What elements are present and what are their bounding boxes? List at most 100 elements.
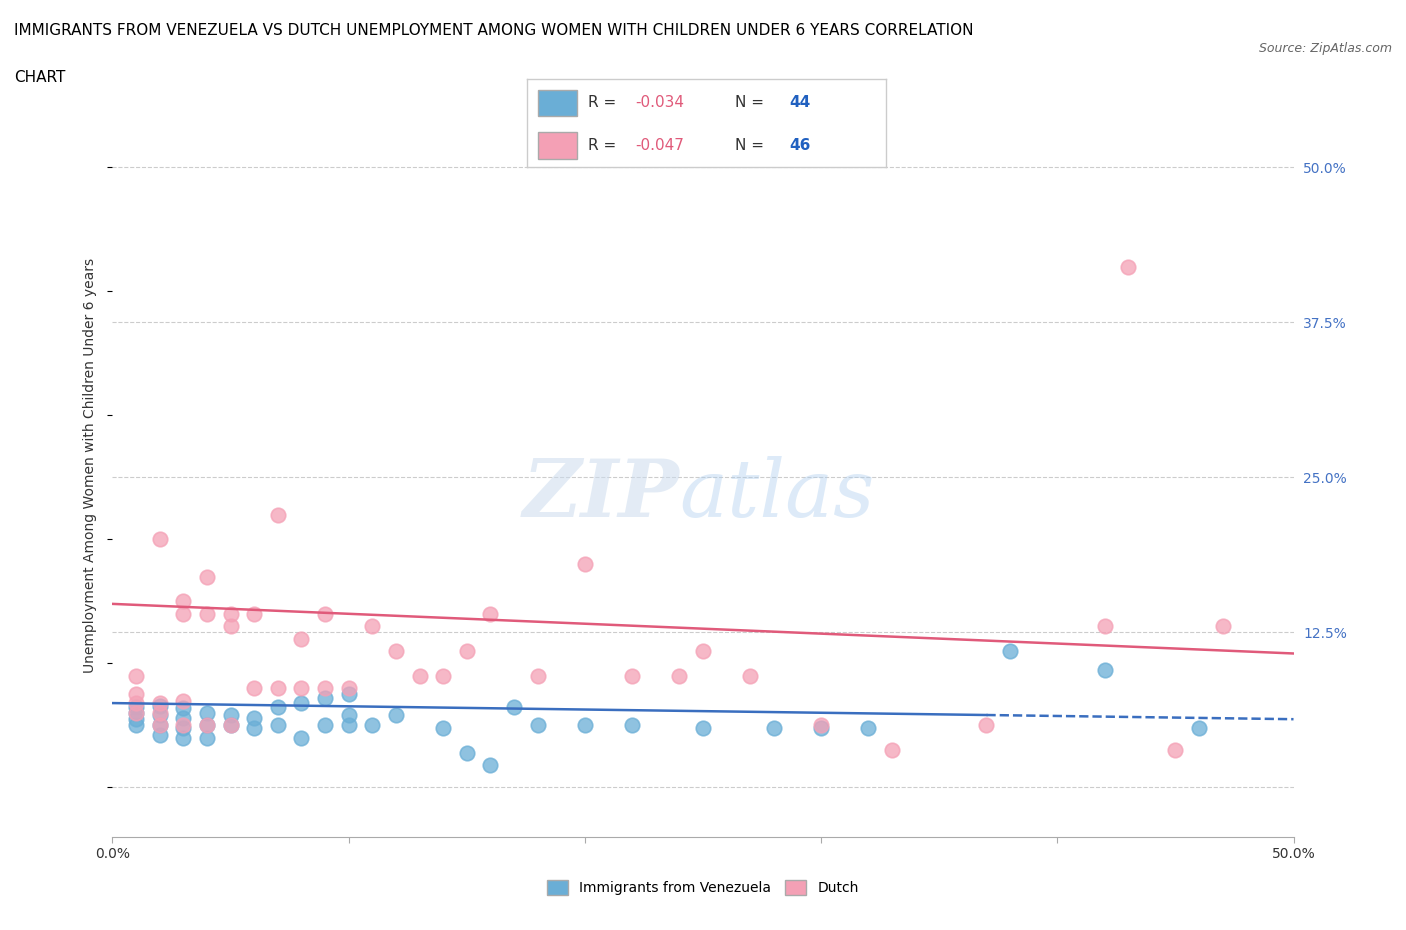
- Point: [1094, 618, 1116, 633]
- Point: [149, 718, 172, 733]
- Point: [219, 606, 242, 621]
- Point: [880, 743, 903, 758]
- Point: [479, 606, 502, 621]
- Point: [432, 669, 454, 684]
- Point: [503, 699, 526, 714]
- Text: R =: R =: [588, 96, 621, 111]
- Text: CHART: CHART: [14, 70, 66, 85]
- Point: [290, 681, 312, 696]
- Point: [290, 696, 312, 711]
- Point: [526, 669, 548, 684]
- Text: N =: N =: [735, 138, 769, 153]
- Point: [195, 606, 218, 621]
- Point: [172, 606, 194, 621]
- FancyBboxPatch shape: [538, 89, 578, 116]
- Point: [219, 708, 242, 723]
- Point: [432, 721, 454, 736]
- Point: [976, 718, 998, 733]
- Point: [385, 644, 408, 658]
- Point: [149, 696, 172, 711]
- Point: [314, 718, 336, 733]
- Point: [810, 718, 832, 733]
- Point: [1164, 743, 1187, 758]
- Text: 46: 46: [789, 138, 810, 153]
- Text: IMMIGRANTS FROM VENEZUELA VS DUTCH UNEMPLOYMENT AMONG WOMEN WITH CHILDREN UNDER : IMMIGRANTS FROM VENEZUELA VS DUTCH UNEMP…: [14, 23, 973, 38]
- Y-axis label: Unemployment Among Women with Children Under 6 years: Unemployment Among Women with Children U…: [83, 258, 97, 672]
- Point: [172, 721, 194, 736]
- Point: [479, 758, 502, 773]
- Point: [219, 618, 242, 633]
- Point: [219, 718, 242, 733]
- Point: [408, 669, 430, 684]
- Text: -0.047: -0.047: [636, 138, 683, 153]
- Point: [998, 644, 1021, 658]
- Point: [314, 681, 336, 696]
- Point: [243, 681, 266, 696]
- Point: [149, 708, 172, 723]
- Point: [337, 687, 360, 702]
- Point: [125, 687, 148, 702]
- FancyBboxPatch shape: [538, 132, 578, 159]
- Point: [290, 730, 312, 745]
- Point: [1212, 618, 1234, 633]
- Legend: Immigrants from Venezuela, Dutch: Immigrants from Venezuela, Dutch: [541, 875, 865, 901]
- Point: [621, 669, 644, 684]
- Text: N =: N =: [735, 96, 769, 111]
- Point: [574, 557, 596, 572]
- Point: [337, 718, 360, 733]
- Point: [314, 606, 336, 621]
- Point: [125, 699, 148, 714]
- Point: [149, 532, 172, 547]
- Point: [172, 718, 194, 733]
- Point: [149, 706, 172, 721]
- Point: [267, 699, 290, 714]
- Point: [810, 721, 832, 736]
- Point: [243, 711, 266, 725]
- Point: [125, 696, 148, 711]
- Point: [172, 594, 194, 609]
- Point: [172, 711, 194, 725]
- Point: [195, 730, 218, 745]
- Point: [243, 721, 266, 736]
- Point: [1094, 662, 1116, 677]
- Point: [243, 606, 266, 621]
- Point: [149, 718, 172, 733]
- Point: [314, 691, 336, 706]
- Point: [1188, 721, 1211, 736]
- Point: [219, 718, 242, 733]
- Point: [526, 718, 548, 733]
- Point: [574, 718, 596, 733]
- Point: [267, 681, 290, 696]
- Point: [456, 644, 478, 658]
- Point: [337, 708, 360, 723]
- Point: [125, 706, 148, 721]
- Point: [762, 721, 785, 736]
- Point: [692, 644, 714, 658]
- Point: [361, 618, 384, 633]
- Text: ZIP: ZIP: [523, 456, 679, 534]
- Point: [195, 718, 218, 733]
- Point: [125, 711, 148, 726]
- Point: [290, 631, 312, 646]
- Point: [195, 569, 218, 584]
- Point: [740, 669, 762, 684]
- Point: [267, 507, 290, 522]
- Point: [267, 718, 290, 733]
- Point: [858, 721, 880, 736]
- Point: [621, 718, 644, 733]
- Point: [337, 681, 360, 696]
- Text: 44: 44: [789, 96, 810, 111]
- Point: [172, 693, 194, 708]
- Point: [692, 721, 714, 736]
- Point: [149, 698, 172, 713]
- Point: [195, 706, 218, 721]
- Point: [172, 730, 194, 745]
- Point: [149, 728, 172, 743]
- Point: [668, 669, 690, 684]
- Text: R =: R =: [588, 138, 621, 153]
- Point: [172, 700, 194, 715]
- Point: [195, 718, 218, 733]
- Text: Source: ZipAtlas.com: Source: ZipAtlas.com: [1258, 42, 1392, 55]
- Point: [125, 718, 148, 733]
- Point: [456, 745, 478, 760]
